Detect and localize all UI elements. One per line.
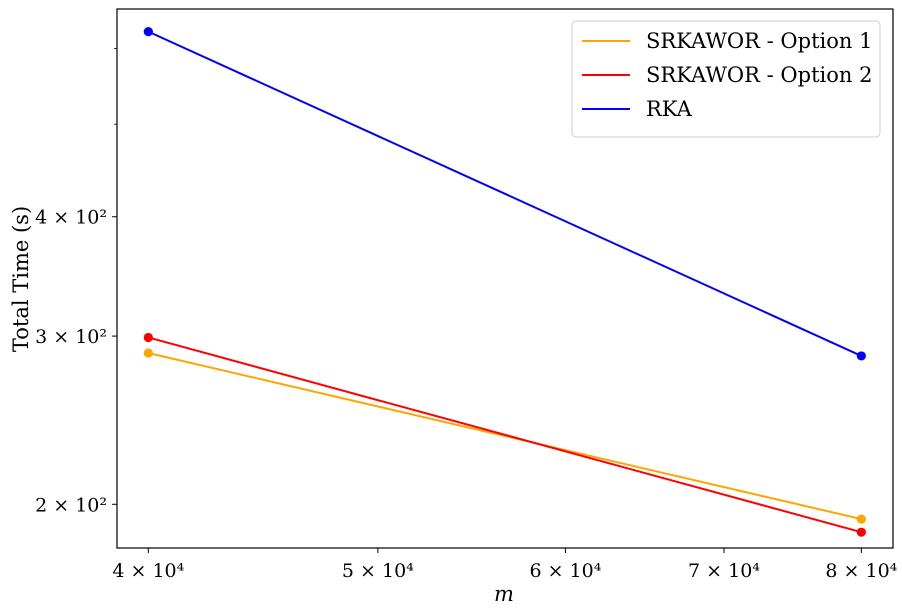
data-point-0-1 (856, 514, 866, 524)
data-point-2-0 (143, 27, 153, 37)
legend-label-1: SRKAWOR - Option 2 (646, 63, 872, 87)
data-point-1-1 (856, 527, 866, 537)
x-axis-label: m (494, 582, 514, 606)
legend: SRKAWOR - Option 1 SRKAWOR - Option 2 RKA (571, 20, 881, 138)
plot-frame (116, 8, 894, 549)
series-line-2 (147, 30, 862, 357)
data-point-0-0 (143, 348, 153, 358)
y-tick-label-2: 4 × 10² (35, 207, 107, 229)
x-tick-label-0: 4 × 10⁴ (112, 560, 184, 582)
legend-box (571, 20, 881, 138)
x-tick-label-2: 6 × 10⁴ (529, 560, 601, 582)
x-tick-label-4: 8 × 10⁴ (825, 560, 897, 582)
legend-label-0: SRKAWOR - Option 1 (646, 29, 872, 53)
data-point-1-0 (143, 332, 153, 343)
series-line-1 (148, 336, 862, 534)
x-tick-label-1: 5 × 10⁴ (342, 560, 414, 582)
y-tick-label-0: 2 × 10² (35, 494, 107, 516)
series-line-0 (148, 352, 862, 521)
axes: 4 × 10⁴ 5 × 10⁴ 6 × 10⁴ 7 × 10⁴ 8 × 10⁴ 2 × 1… (35, 8, 898, 582)
data-point-2-1 (856, 351, 866, 361)
legend-label-2: RKA (646, 97, 693, 121)
plot-area (143, 27, 866, 537)
y-axis-label: Total Time (s) (9, 206, 33, 352)
y-tick-label-1: 3 × 10² (35, 326, 107, 348)
x-tick-label-3: 7 × 10⁴ (688, 560, 760, 582)
